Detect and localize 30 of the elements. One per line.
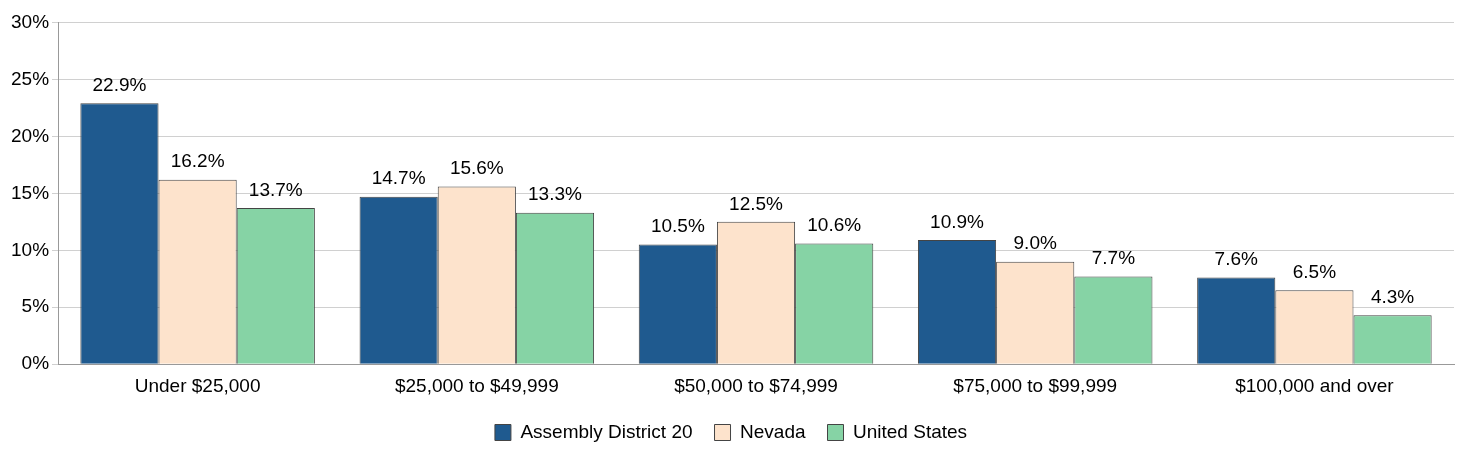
data-label: 13.3% — [528, 183, 583, 205]
data-label: 7.7% — [1091, 247, 1136, 269]
data-label: 6.5% — [1292, 260, 1337, 282]
y-tick-label: 0% — [21, 352, 50, 374]
data-label: 4.3% — [1370, 285, 1415, 307]
data-label: 12.5% — [729, 192, 784, 214]
y-tick-label: 5% — [21, 295, 50, 317]
data-label: 22.9% — [92, 74, 147, 96]
y-tick-label: 25% — [11, 67, 50, 89]
data-label: 9.0% — [1013, 232, 1057, 254]
y-tick-label: 10% — [11, 238, 50, 260]
data-label: 7.6% — [1214, 248, 1258, 270]
y-tick-label: 15% — [11, 181, 50, 203]
data-label: 15.6% — [449, 157, 504, 179]
x-tick-label: $100,000 and over — [1235, 374, 1395, 396]
data-label: 10.5% — [650, 215, 705, 237]
y-tick-label: 20% — [11, 124, 50, 146]
x-tick-label: $50,000 to $74,999 — [674, 374, 838, 396]
data-label: 10.6% — [807, 214, 862, 236]
x-tick-label: $75,000 to $99,999 — [953, 374, 1118, 396]
legend-label: Nevada — [740, 420, 806, 442]
data-label: 10.9% — [930, 210, 985, 232]
legend-label: Assembly District 20 — [520, 420, 693, 442]
data-label: 14.7% — [371, 167, 426, 189]
legend-label: United States — [853, 420, 968, 442]
data-label: 13.7% — [248, 178, 303, 200]
y-tick-label: 30% — [11, 10, 50, 32]
x-tick-label: Under $25,000 — [134, 374, 261, 396]
x-tick-label: $25,000 to $49,999 — [394, 374, 559, 396]
data-label: 16.2% — [170, 150, 225, 172]
